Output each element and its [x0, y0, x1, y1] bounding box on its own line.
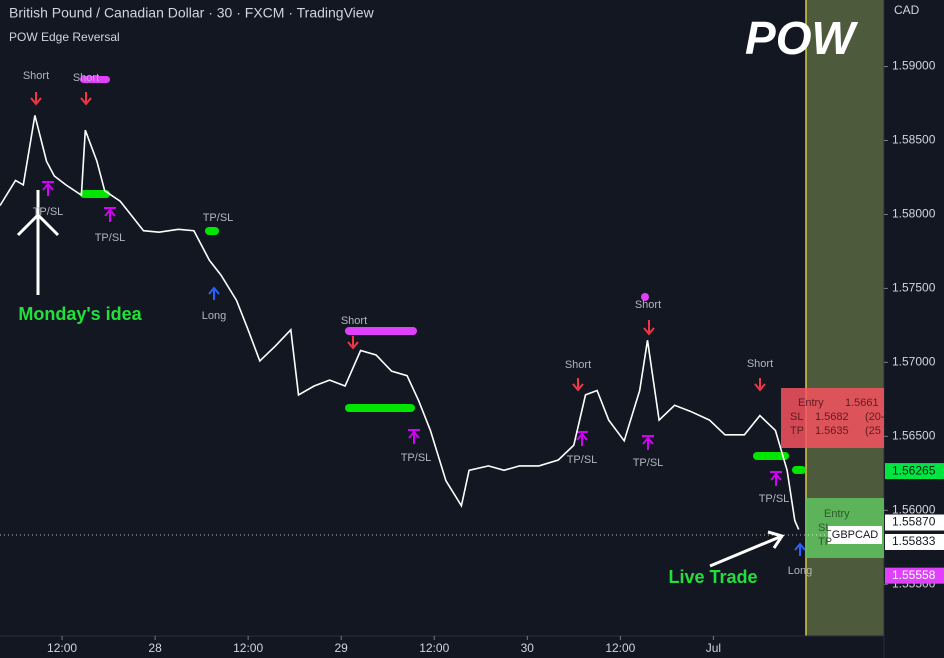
y-tick-label: 1.57000: [892, 355, 936, 369]
x-tick-label: 28: [148, 641, 162, 655]
x-tick-label: 12:00: [47, 641, 77, 655]
x-tick-label: 12:00: [233, 641, 263, 655]
price-label-bg: [885, 567, 944, 584]
position-text: 1.5682: [815, 411, 849, 423]
position-text: (20-: [865, 411, 885, 423]
price-label-bg: [885, 514, 944, 531]
indicator-name: POW Edge Reversal: [9, 30, 120, 44]
signal-label: TP/SL: [759, 493, 790, 505]
position-text: 1.5635: [815, 425, 849, 437]
signal-label: TP/SL: [567, 454, 598, 466]
y-tick-label: 1.58000: [892, 207, 936, 221]
signal-label: TP/SL: [33, 206, 64, 218]
signal-label: TP/SL: [633, 457, 664, 469]
price-label: 1.55558: [892, 568, 936, 582]
signal-label: Long: [788, 565, 812, 577]
price-label-bg: [885, 463, 944, 480]
logo: POW: [745, 12, 858, 64]
x-tick-label: 30: [521, 641, 535, 655]
price-line: [0, 115, 800, 530]
y-tick-label: 1.57500: [892, 281, 936, 295]
price-label: 1.56265: [892, 463, 936, 477]
signal-label: Short: [747, 358, 773, 370]
y-tick-label: 1.56000: [892, 502, 936, 516]
signal-label: Short: [23, 70, 49, 82]
y-tick-label: 1.56500: [892, 428, 936, 442]
price-label: 1.55870: [892, 515, 936, 529]
y-tick-label: 1.58500: [892, 133, 936, 147]
x-tick-label: 12:00: [605, 641, 635, 655]
price-label: 1.55833: [892, 534, 936, 548]
x-tick-label: 12:00: [419, 641, 449, 655]
callout: Monday's idea: [18, 304, 142, 324]
position-text: SL: [818, 522, 831, 534]
signal-label: Short: [565, 359, 591, 371]
signals: [16, 76, 806, 568]
signal-label: TP/SL: [95, 232, 126, 244]
series-label-bg: [828, 525, 882, 544]
callout: Live Trade: [668, 567, 757, 587]
signal-label: Short: [341, 315, 367, 327]
position-text: TP: [818, 536, 832, 548]
series-label: GBPCAD: [832, 529, 879, 541]
position-text: Entry: [824, 508, 850, 520]
x-tick-label: 29: [335, 641, 349, 655]
position-text: Entry: [798, 397, 824, 409]
position-text: TP: [790, 425, 804, 437]
signal-label: Long: [202, 310, 226, 322]
chart-title: British Pound / Canadian Dollar · 30 · F…: [9, 5, 375, 21]
price-label-bg: [885, 533, 944, 550]
signal-label: Short: [635, 299, 661, 311]
signal-label: TP/SL: [401, 452, 432, 464]
x-tick-label: Jul: [706, 641, 721, 655]
position-text: (25: [865, 425, 881, 437]
y-tick-label: 1.59000: [892, 59, 936, 73]
position-text: SL: [790, 411, 803, 423]
y-axis-unit: CAD: [894, 3, 920, 17]
position-text: 1.5661: [845, 397, 879, 409]
signal-label: Short: [73, 72, 99, 84]
signal-label: TP/SL: [203, 212, 234, 224]
sl-zone: [781, 388, 884, 448]
